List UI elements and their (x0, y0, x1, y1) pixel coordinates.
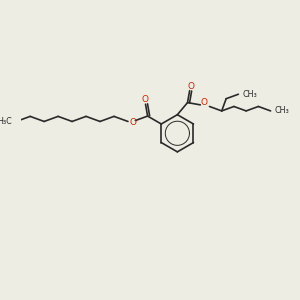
Text: O: O (129, 118, 136, 127)
Text: O: O (187, 82, 194, 91)
Text: O: O (141, 95, 148, 104)
Text: O: O (200, 98, 208, 106)
Text: CH₃: CH₃ (242, 90, 257, 99)
Text: CH₃: CH₃ (274, 106, 289, 116)
Text: H₃C: H₃C (0, 117, 13, 126)
